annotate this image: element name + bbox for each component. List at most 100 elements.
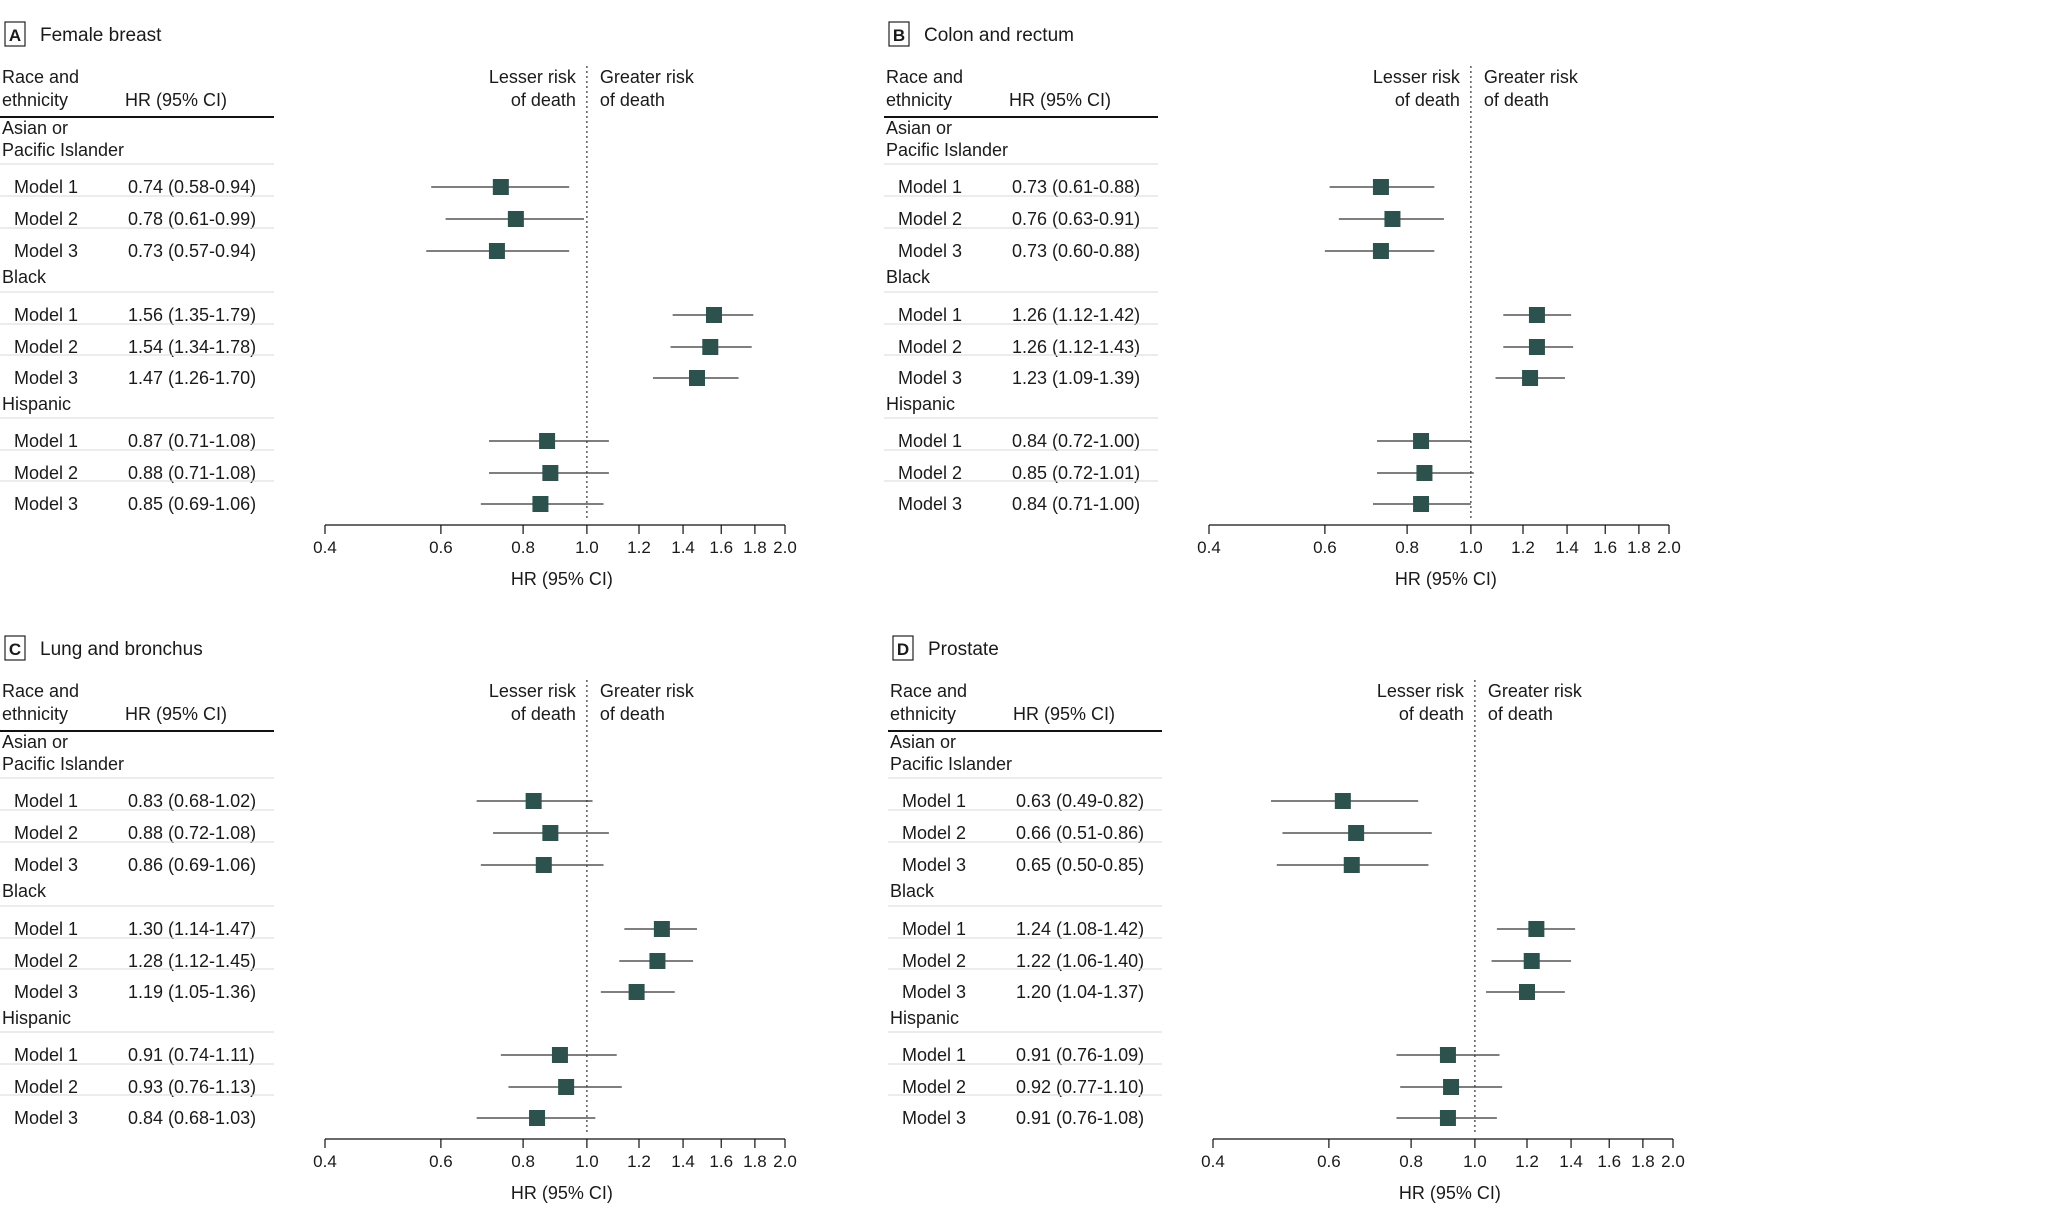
panel-letter-box xyxy=(888,21,910,47)
column-header-hr: HR (95% CI) xyxy=(1013,704,1115,724)
model-label: Model 3 xyxy=(902,982,966,1002)
model-label: Model 1 xyxy=(902,791,966,811)
x-tick-label: 0.8 xyxy=(1395,538,1419,557)
group-label: Black xyxy=(886,267,931,287)
column-header-race: Race and xyxy=(890,681,967,701)
group-label: Pacific Islander xyxy=(890,754,1012,774)
hr-marker xyxy=(689,370,706,386)
hr-marker xyxy=(1522,370,1539,386)
hr-marker xyxy=(488,243,505,259)
hr-ci-value: 1.28 (1.12-1.45) xyxy=(128,951,256,971)
hr-ci-value: 0.86 (0.69-1.06) xyxy=(128,855,256,875)
panel-b: B Colon and rectum Race and ethnicity HR (95… xyxy=(884,21,1681,589)
panel-letter-box xyxy=(4,21,26,47)
group-label: Black xyxy=(2,267,47,287)
x-tick-label: 1.8 xyxy=(743,1152,767,1171)
x-tick-label: 0.6 xyxy=(429,1152,453,1171)
hr-ci-value: 0.83 (0.68-1.02) xyxy=(128,791,256,811)
column-header-race: ethnicity xyxy=(2,704,68,724)
x-tick-label: 0.8 xyxy=(511,538,535,557)
hr-marker xyxy=(1443,1079,1460,1095)
model-label: Model 1 xyxy=(14,919,78,939)
panel-letter-box xyxy=(892,635,914,661)
model-label: Model 1 xyxy=(14,1045,78,1065)
column-header-race: ethnicity xyxy=(890,704,956,724)
hr-marker xyxy=(1416,465,1433,481)
hr-marker xyxy=(628,984,645,1000)
hr-ci-value: 0.73 (0.57-0.94) xyxy=(128,241,256,261)
panel-title: Prostate xyxy=(928,639,999,660)
column-header-hr: HR (95% CI) xyxy=(125,90,227,110)
hr-marker xyxy=(1523,953,1540,969)
x-tick-label: 0.4 xyxy=(313,538,337,557)
model-label: Model 2 xyxy=(902,823,966,843)
x-tick-label: 1.2 xyxy=(627,1152,651,1171)
hr-marker xyxy=(1528,339,1545,355)
greater-risk-label: Greater risk xyxy=(1484,67,1579,87)
model-label: Model 2 xyxy=(14,1077,78,1097)
group-label: Asian or xyxy=(886,118,952,138)
model-label: Model 1 xyxy=(14,305,78,325)
greater-risk-label: Greater risk xyxy=(600,67,695,87)
column-header-race: ethnicity xyxy=(2,90,68,110)
hr-ci-value: 0.84 (0.68-1.03) xyxy=(128,1108,256,1128)
column-header-race: ethnicity xyxy=(886,90,952,110)
model-label: Model 3 xyxy=(14,494,78,514)
hr-marker xyxy=(551,1047,568,1063)
model-label: Model 1 xyxy=(898,305,962,325)
panel-title: Colon and rectum xyxy=(924,25,1074,46)
hr-ci-value: 0.66 (0.51-0.86) xyxy=(1016,823,1144,843)
hr-ci-value: 0.73 (0.60-0.88) xyxy=(1012,241,1140,261)
hr-ci-value: 0.91 (0.76-1.09) xyxy=(1016,1045,1144,1065)
panel-title: Lung and bronchus xyxy=(40,639,203,660)
model-label: Model 2 xyxy=(902,1077,966,1097)
hr-marker xyxy=(1413,496,1430,512)
model-label: Model 3 xyxy=(14,368,78,388)
x-tick-label: 1.8 xyxy=(1627,538,1651,557)
hr-ci-value: 0.63 (0.49-0.82) xyxy=(1016,791,1144,811)
model-label: Model 3 xyxy=(898,494,962,514)
hr-marker xyxy=(1372,179,1389,195)
hr-ci-value: 1.20 (1.04-1.37) xyxy=(1016,982,1144,1002)
group-label: Asian or xyxy=(2,118,68,138)
model-label: Model 2 xyxy=(898,463,962,483)
hr-ci-value: 1.22 (1.06-1.40) xyxy=(1016,951,1144,971)
model-label: Model 3 xyxy=(14,1108,78,1128)
x-tick-label: 2.0 xyxy=(773,538,797,557)
model-label: Model 2 xyxy=(14,951,78,971)
hr-ci-value: 1.56 (1.35-1.79) xyxy=(128,305,256,325)
model-label: Model 2 xyxy=(14,337,78,357)
hr-ci-value: 1.30 (1.14-1.47) xyxy=(128,919,256,939)
hr-marker xyxy=(535,857,552,873)
x-tick-label: 0.4 xyxy=(1201,1152,1225,1171)
group-label: Hispanic xyxy=(2,394,71,414)
group-label: Hispanic xyxy=(886,394,955,414)
model-label: Model 1 xyxy=(898,431,962,451)
lesser-risk-label: of death xyxy=(511,90,576,110)
model-label: Model 2 xyxy=(898,209,962,229)
hr-marker xyxy=(529,1110,546,1126)
hr-marker xyxy=(542,825,559,841)
lesser-risk-label: of death xyxy=(1395,90,1460,110)
hr-marker xyxy=(558,1079,575,1095)
hr-ci-value: 1.26 (1.12-1.42) xyxy=(1012,305,1140,325)
hr-marker xyxy=(542,465,559,481)
x-tick-label: 1.0 xyxy=(1463,1152,1487,1171)
model-label: Model 3 xyxy=(902,855,966,875)
column-header-hr: HR (95% CI) xyxy=(1009,90,1111,110)
x-tick-label: 1.0 xyxy=(1459,538,1483,557)
hr-ci-value: 1.23 (1.09-1.39) xyxy=(1012,368,1140,388)
x-tick-label: 1.6 xyxy=(709,538,733,557)
column-header-hr: HR (95% CI) xyxy=(125,704,227,724)
group-label: Pacific Islander xyxy=(2,140,124,160)
hr-marker xyxy=(705,307,722,323)
hr-marker xyxy=(1528,921,1545,937)
model-label: Model 1 xyxy=(898,177,962,197)
group-label: Black xyxy=(890,881,935,901)
x-tick-label: 1.0 xyxy=(575,538,599,557)
x-tick-label: 1.4 xyxy=(671,1152,695,1171)
x-tick-label: 2.0 xyxy=(1657,538,1681,557)
greater-risk-label: Greater risk xyxy=(600,681,695,701)
x-tick-label: 1.2 xyxy=(1515,1152,1539,1171)
